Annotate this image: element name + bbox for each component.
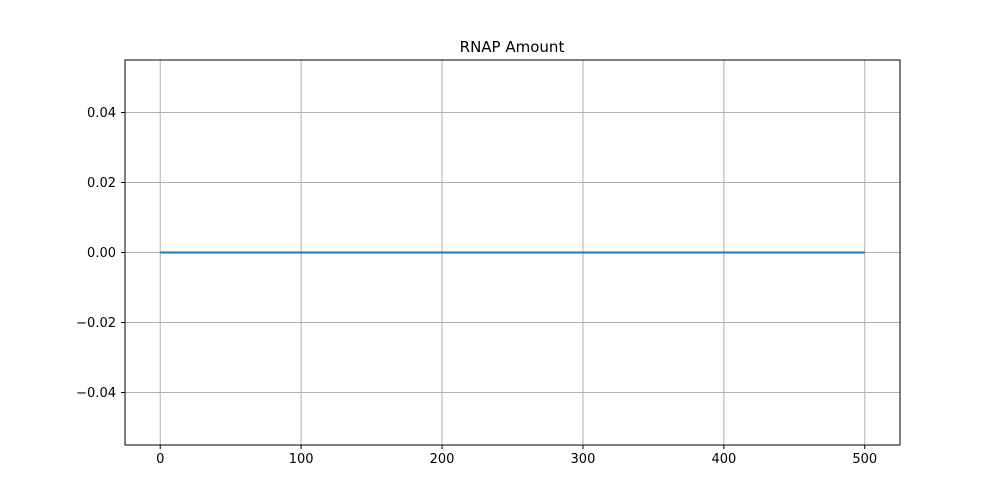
x-axis: 0 100 200 300 400 500	[156, 445, 877, 467]
y-tick-label: −0.02	[76, 316, 116, 331]
y-axis: 0.04 0.02 0.00 −0.02 −0.04	[76, 106, 125, 401]
x-tick-label: 500	[852, 452, 877, 467]
x-tick-label: 300	[571, 452, 596, 467]
x-tick-label: 200	[430, 452, 455, 467]
chart-title: RNAP Amount	[460, 38, 565, 56]
y-tick-label: −0.04	[76, 386, 116, 401]
y-tick-label: 0.00	[87, 246, 116, 261]
x-tick-label: 100	[289, 452, 314, 467]
y-tick-label: 0.04	[87, 106, 116, 121]
y-tick-label: 0.02	[87, 176, 116, 191]
x-tick-label: 0	[156, 452, 164, 467]
x-tick-label: 400	[711, 452, 736, 467]
